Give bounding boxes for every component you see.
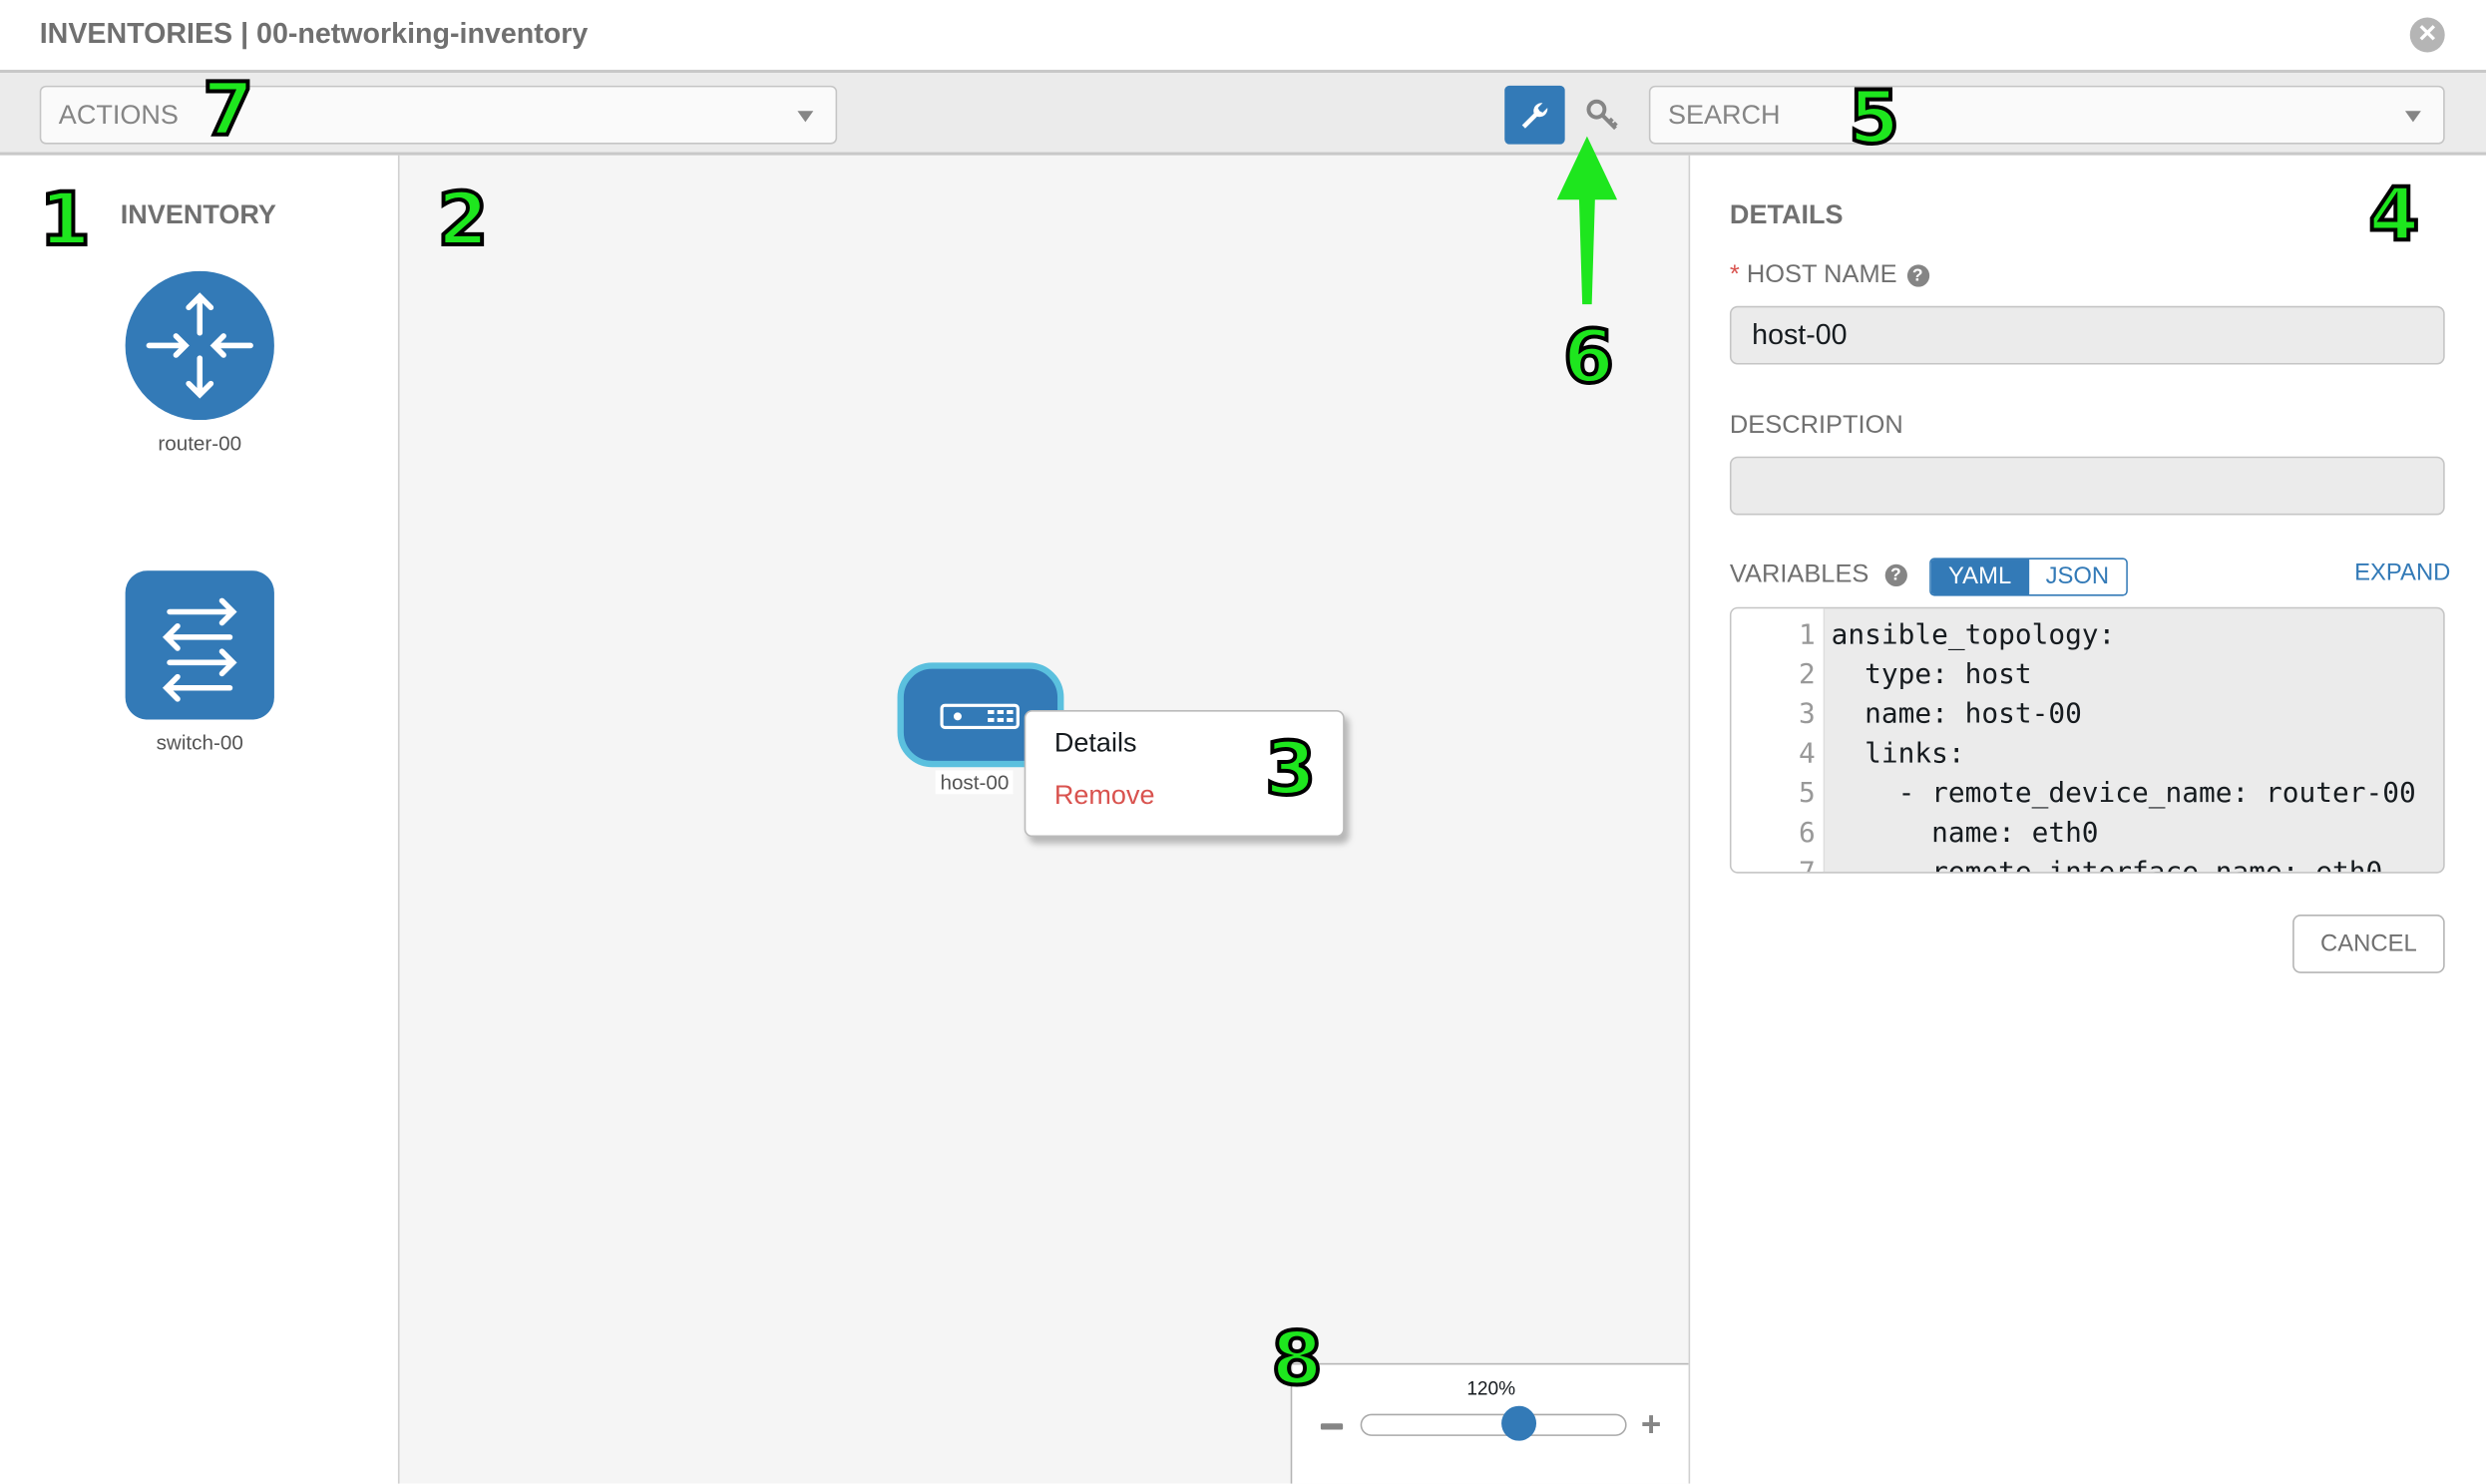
zoom-level-label: 120% [1466,1377,1516,1400]
annotation-5: 5 [1847,74,1901,161]
router-icon [125,270,274,421]
host-server-icon [940,703,1020,730]
host-name-input[interactable]: host-00 [1729,305,2445,365]
variables-code-editor[interactable]: 1 ansible_topology: 2 type: host 3 name: ho… [1729,606,2445,874]
description-input[interactable] [1729,456,2445,516]
annotation-6: 6 [1561,313,1616,400]
zoom-control: 120% + [1290,1362,1689,1484]
line-number: 7 [1798,857,1816,874]
expand-link[interactable]: EXPAND [2354,559,2451,587]
zoom-in-icon[interactable]: + [1640,1404,1662,1444]
annotation-7: 7 [201,66,255,153]
details-title: DETAILS [1729,199,1844,230]
chevron-down-icon [2404,111,2421,123]
inventory-title: INVENTORY [120,199,276,230]
key-button[interactable] [1579,92,1627,140]
line-number: 6 [1798,818,1816,850]
yaml-toggle-button[interactable]: YAML [1930,559,2029,594]
close-icon[interactable]: ✕ [2409,17,2445,53]
search-dropdown-label: SEARCH [1667,100,1781,131]
search-dropdown[interactable]: SEARCH [1648,85,2445,145]
line-number: 5 [1798,778,1816,811]
code-line: 5 - remote_device_name: router-00 [1732,775,2429,815]
annotation-3: 3 [1263,725,1318,812]
key-icon [1586,99,1618,131]
actions-dropdown-label: ACTIONS [58,100,179,131]
context-menu-details[interactable]: Details [1053,727,1137,758]
code-line: 1 ansible_topology: [1732,616,2429,656]
annotation-4: 4 [2366,171,2421,257]
wrench-mode-button[interactable] [1504,85,1565,145]
line-number: 4 [1798,738,1816,771]
help-icon[interactable]: ? [1906,264,1929,287]
line-number-gutter [1731,608,1826,873]
host-name-label-text: HOST NAME [1746,261,1897,289]
palette-label-router: router-00 [158,431,242,456]
code-line: 6 name: eth0 [1732,815,2429,855]
code-text: - remote_device_name: router-00 [1831,778,2416,811]
line-number: 1 [1798,619,1816,652]
code-line: 2 type: host [1732,656,2429,696]
code-text: type: host [1831,659,2032,691]
format-toggle: YAML JSON [1929,557,2128,596]
description-label: DESCRIPTION [1729,412,1903,440]
code-line: 3 name: host-00 [1732,696,2429,736]
code-text: remote_interface_name: eth0 [1831,857,2383,874]
page-title: INVENTORIES | 00-networking-inventory [39,17,589,50]
wrench-icon [1521,103,1548,129]
zoom-slider[interactable] [1360,1405,1627,1441]
annotation-arrow-icon [1556,136,1618,305]
palette-item-router[interactable] [125,270,274,428]
actions-dropdown[interactable]: ACTIONS [39,85,838,145]
help-icon[interactable]: ? [1884,563,1907,587]
variables-label: VARIABLES? [1730,561,1907,590]
code-text: name: eth0 [1831,818,2099,850]
title-bar: INVENTORIES | 00-networking-inventory ✕ [0,0,2486,74]
host-node-label: host-00 [935,770,1015,795]
line-number: 2 [1798,659,1816,691]
annotation-1: 1 [38,176,93,262]
code-line: 4 links: [1732,735,2429,775]
context-menu: Details Remove [1024,710,1345,838]
context-menu-remove[interactable]: Remove [1053,779,1155,811]
code-text: links: [1831,738,1965,771]
json-toggle-button[interactable]: JSON [2028,559,2127,594]
code-line: 7 remote_interface_name: eth0 [1732,855,2429,874]
code-text: ansible_topology: [1831,619,2116,652]
cancel-button[interactable]: CANCEL [2292,915,2445,973]
switch-icon [125,570,274,720]
annotation-8: 8 [1270,1315,1325,1401]
code-text: name: host-00 [1831,698,2082,731]
line-number: 3 [1798,698,1816,731]
palette-item-switch[interactable] [125,570,274,727]
annotation-2: 2 [436,176,491,262]
variables-label-text: VARIABLES [1729,560,1869,588]
host-name-label: * HOST NAME? [1729,261,1929,290]
zoom-slider-thumb[interactable] [1501,1405,1537,1441]
zoom-out-icon[interactable] [1320,1423,1344,1430]
required-mark: * [1729,261,1740,289]
chevron-down-icon [797,111,814,123]
palette-label-switch: switch-00 [156,730,243,755]
